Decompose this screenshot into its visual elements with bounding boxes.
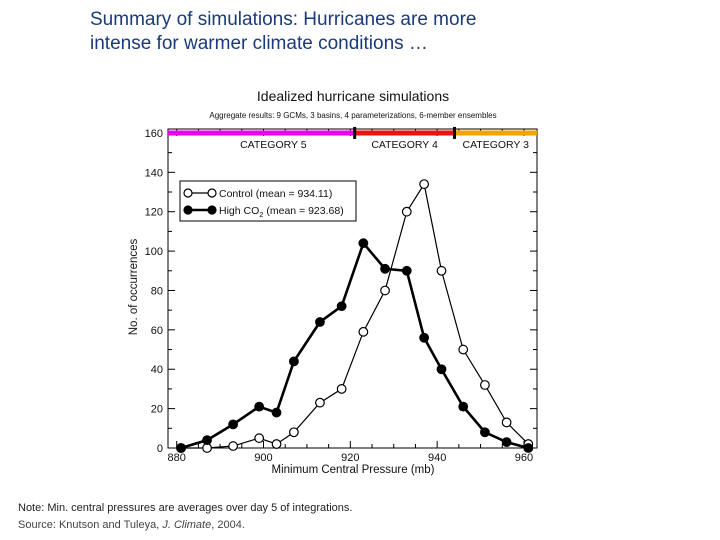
category-label: CATEGORY 5	[240, 139, 307, 151]
data-point	[254, 401, 265, 412]
data-point	[380, 263, 390, 274]
data-point	[436, 265, 447, 276]
data-point	[315, 397, 325, 408]
data-point	[458, 344, 469, 355]
legend-label-subscript: 2	[259, 210, 263, 219]
y-tick-label: 100	[145, 246, 163, 258]
source-prefix: Source: Knutson and Tuleya,	[18, 519, 163, 531]
legend-marker	[207, 205, 217, 215]
legend-label-suffix: (mean = 923.68)	[263, 205, 343, 217]
data-point	[336, 384, 347, 394]
x-tick-label: 900	[254, 452, 272, 464]
data-point	[480, 380, 490, 390]
y-tick-label: 140	[145, 167, 163, 179]
data-point	[401, 265, 412, 276]
data-point	[288, 427, 299, 438]
legend-label-prefix: High CO	[219, 205, 259, 217]
x-tick-label: 880	[168, 452, 186, 464]
legend-marker	[183, 188, 193, 198]
slide-title: Summary of simulations: Hurricanes are m…	[90, 8, 650, 56]
y-tick-label: 160	[145, 128, 163, 140]
data-point	[176, 443, 186, 453]
y-tick-label: 0	[157, 443, 163, 455]
slide-title-line-1: Summary of simulations: Hurricanes are m…	[90, 9, 477, 30]
data-point	[228, 441, 239, 451]
data-point	[436, 364, 447, 375]
legend-label: High CO2 (mean = 923.68)	[219, 205, 344, 219]
data-point	[401, 206, 412, 217]
data-point	[419, 179, 430, 190]
x-tick-label: 920	[341, 452, 359, 464]
plot-frame	[167, 128, 538, 449]
y-tick-label: 80	[151, 285, 163, 297]
y-tick-label: 20	[151, 404, 163, 416]
data-point	[523, 443, 534, 453]
series-line	[180, 240, 529, 450]
y-tick-label: 60	[151, 325, 163, 337]
plot-area: 0 20 40 60 80 100 120 140 160 880 900 920 940 960 CATE…	[145, 126, 538, 464]
source-journal: J. Climate	[162, 519, 212, 531]
data-point	[480, 427, 490, 438]
data-point	[358, 238, 369, 249]
data-point	[458, 401, 469, 412]
data-point	[501, 437, 512, 447]
data-point	[254, 433, 265, 444]
footnote: Note: Min. central pressures are average…	[18, 502, 353, 514]
legend-marker	[183, 205, 193, 215]
chart-subtitle: Aggregate results: 9 GCMs, 3 basins, 4 p…	[209, 111, 496, 120]
data-point	[419, 332, 430, 343]
category-label: CATEGORY 4	[371, 139, 438, 151]
series-line	[181, 182, 529, 449]
data-point	[288, 356, 299, 367]
y-tick-label: 120	[145, 207, 163, 219]
data-point	[228, 419, 239, 430]
source-suffix: , 2004.	[211, 519, 245, 531]
category-label: CATEGORY 3	[462, 139, 529, 151]
legend-box	[179, 180, 357, 222]
legend-marker	[207, 188, 217, 198]
slide-title-line-2: intense for warmer climate conditions …	[90, 33, 428, 54]
data-point	[380, 285, 390, 296]
data-point	[271, 407, 282, 418]
data-point	[358, 326, 369, 337]
legend-label: Control (mean = 934.11)	[219, 188, 332, 200]
y-tick-label: 40	[151, 364, 163, 376]
data-point	[202, 435, 212, 446]
x-tick-label: 940	[428, 452, 446, 464]
data-point	[336, 301, 347, 312]
x-tick-label: 960	[515, 452, 533, 464]
x-axis-label: Minimum Central Pressure (mb)	[272, 464, 435, 476]
legend: Control (mean = 934.11) High CO2 (mean = …	[179, 180, 357, 222]
data-point	[271, 439, 282, 449]
source-citation: Source: Knutson and Tuleya, J. Climate, …	[18, 519, 245, 531]
chart-title: Idealized hurricane simulations	[257, 88, 449, 104]
data-point	[315, 317, 325, 327]
data-point	[501, 417, 512, 428]
y-axis-label: No. of occurrences	[128, 238, 140, 335]
